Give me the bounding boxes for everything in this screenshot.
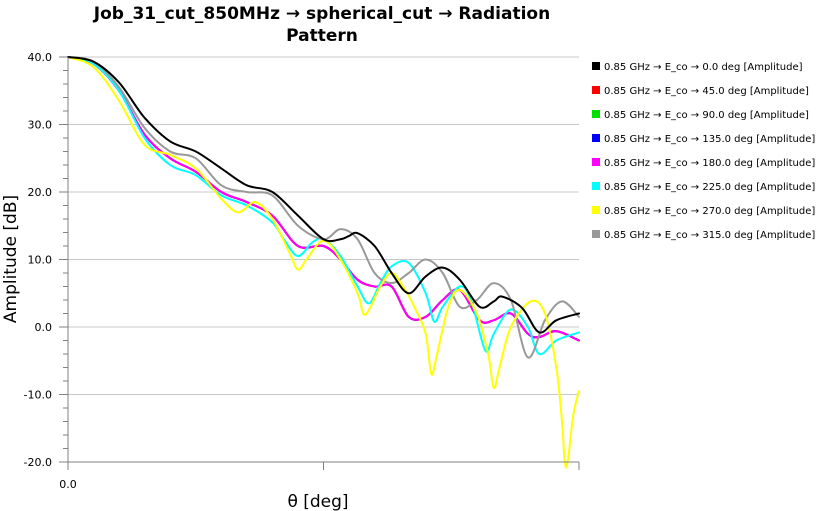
chart-title-line-2: Pattern [286,26,358,46]
x-axis-title: θ [deg] [287,492,348,511]
y-tick-label: 40.0 [28,51,53,64]
x-tick-label: 0.0 [59,478,77,491]
y-tick-label: 10.0 [28,254,53,267]
legend: 0.85 GHz → E_co → 0.0 deg [Amplitude] 0.8… [592,62,815,241]
y-tick-label: -10.0 [24,389,52,402]
legend-swatch-5 [592,182,600,190]
series-line-6 [67,56,580,469]
y-tick-label: -20.0 [24,456,52,469]
series-lines [67,56,580,469]
legend-label-2: 0.85 GHz → E_co → 90.0 deg [Amplitude] [604,110,809,121]
legend-label-4: 0.85 GHz → E_co → 180.0 deg [Amplitude] [604,158,815,169]
legend-label-5: 0.85 GHz → E_co → 225.0 deg [Amplitude] [604,182,815,193]
series-line-0 [67,56,580,334]
legend-swatch-1 [592,86,600,94]
series-line-4 [67,56,580,342]
legend-label-7: 0.85 GHz → E_co → 315.0 deg [Amplitude] [604,230,815,241]
y-tick-label: 20.0 [28,186,53,199]
y-axis-title: Amplitude [dB] [1,195,21,323]
axes: 40.0 30.0 20.0 10.0 0.0 -10.0 -20.0 0.0 [24,51,580,491]
series-line-1 [67,56,580,342]
legend-swatch-7 [592,230,600,238]
legend-swatch-4 [592,158,600,166]
legend-swatch-6 [592,206,600,214]
legend-label-6: 0.85 GHz → E_co → 270.0 deg [Amplitude] [604,206,815,217]
series-line-7 [67,56,580,359]
y-tick-label: 30.0 [28,119,53,132]
legend-label-0: 0.85 GHz → E_co → 0.0 deg [Amplitude] [604,62,803,73]
chart-title-line-1: Job_31_cut_850MHz → spherical_cut → Radi… [93,4,550,24]
legend-swatch-0 [592,62,600,70]
series-line-2 [67,56,580,342]
legend-label-3: 0.85 GHz → E_co → 135.0 deg [Amplitude] [604,134,815,145]
series-line-3 [67,56,580,342]
legend-swatch-2 [592,110,600,118]
legend-label-1: 0.85 GHz → E_co → 45.0 deg [Amplitude] [604,86,809,97]
y-tick-label: 0.0 [35,321,53,334]
series-line-5 [67,56,580,356]
legend-swatch-3 [592,134,600,142]
